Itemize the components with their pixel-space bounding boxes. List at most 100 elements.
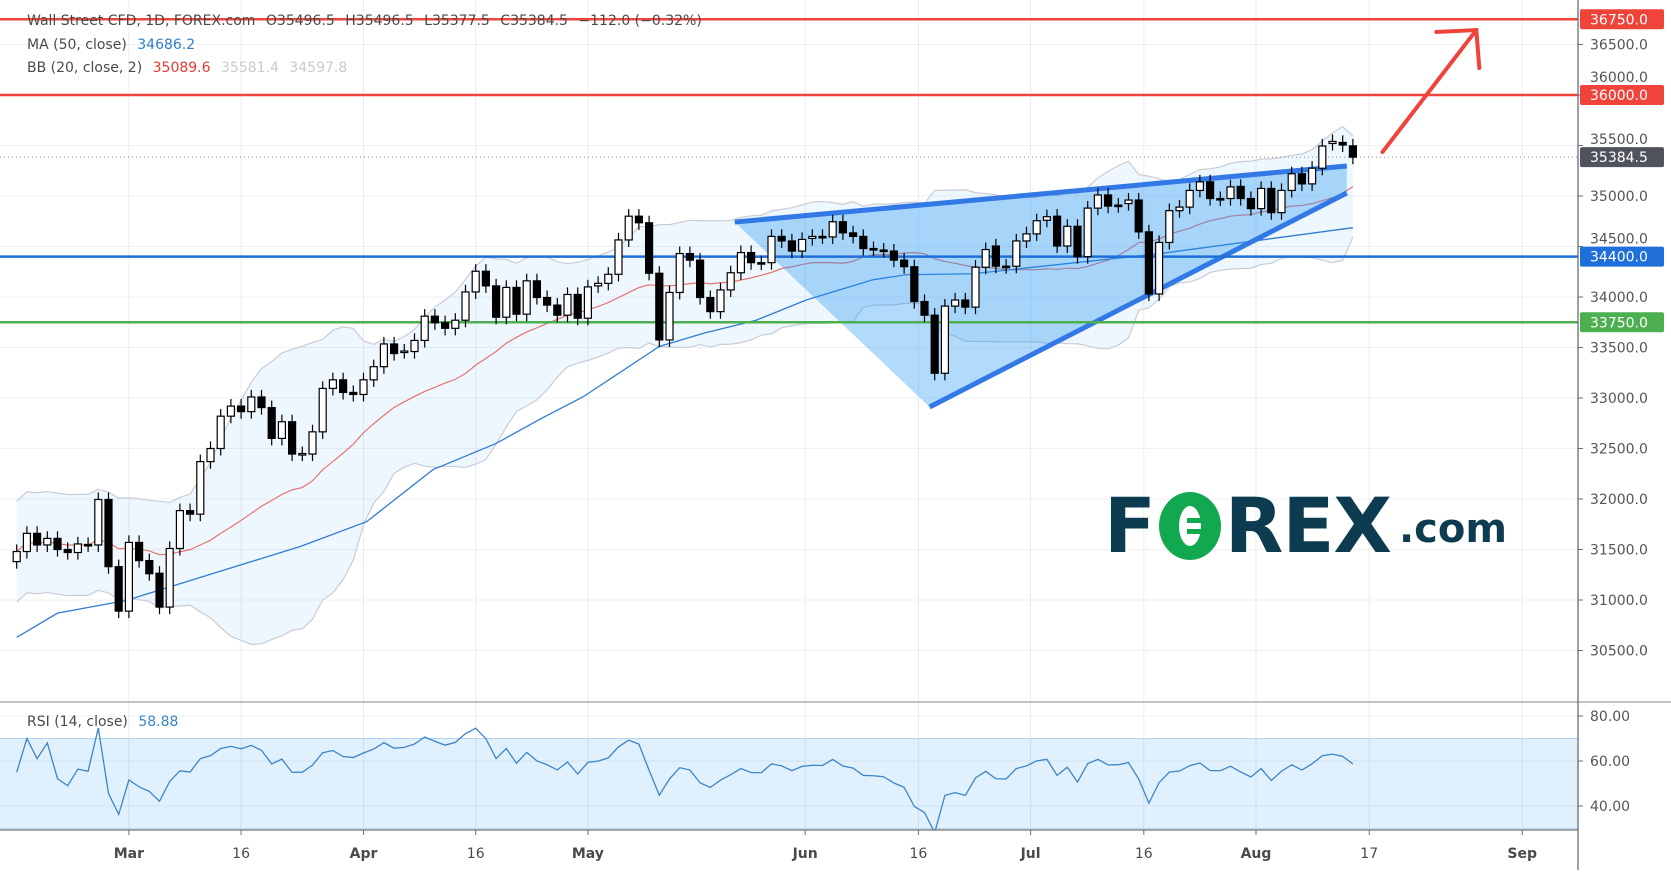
candle-body-down — [1297, 173, 1307, 185]
candle — [1246, 191, 1256, 216]
candle-body-down — [512, 286, 521, 315]
logo-letter-f: F — [1104, 481, 1156, 570]
candle-body-down — [492, 285, 501, 318]
candle-body-up — [420, 315, 429, 342]
candle — [349, 385, 358, 402]
candle — [339, 372, 348, 400]
candle — [1012, 233, 1021, 274]
candle — [298, 446, 307, 462]
candle — [1287, 166, 1296, 198]
candle-body-down — [339, 379, 348, 394]
candle — [859, 229, 868, 256]
candle — [553, 298, 562, 323]
candle-body-down — [899, 259, 909, 268]
candle — [930, 308, 939, 381]
candle — [12, 544, 21, 569]
candle-body-down — [573, 293, 582, 319]
candle-body-down — [961, 299, 970, 308]
candle — [1328, 134, 1337, 151]
candle-body-down — [114, 566, 123, 612]
last-price-tag-text: 35384.5 — [1590, 150, 1648, 166]
candle — [1236, 179, 1245, 206]
candle — [512, 280, 521, 322]
candle — [441, 315, 450, 336]
ma-value: 34686.2 — [137, 37, 196, 53]
time-tick-label: Sep — [1507, 846, 1537, 862]
candle — [461, 284, 470, 328]
candle-body-up — [73, 543, 83, 554]
candle — [991, 238, 1001, 274]
candle-body-up — [400, 350, 409, 354]
candle — [838, 214, 848, 240]
candle-body-up — [410, 339, 419, 353]
candle-body-up — [675, 252, 684, 294]
candle — [1216, 191, 1225, 207]
candle — [828, 214, 837, 244]
candle-body-down — [237, 405, 246, 413]
rsi-pane — [0, 727, 1578, 830]
candle — [288, 414, 297, 462]
candle — [1103, 187, 1113, 214]
candle — [1144, 224, 1154, 302]
time-tick-label: Aug — [1241, 846, 1272, 862]
candle — [1318, 138, 1327, 176]
candle — [583, 279, 593, 326]
candle-body-down — [390, 343, 399, 355]
candle-body-down — [532, 280, 542, 299]
candle-body-up — [1165, 210, 1174, 244]
candle-body-up — [1195, 181, 1205, 192]
candle — [430, 309, 439, 330]
candle-body-down — [848, 232, 858, 238]
candle-body-down — [257, 396, 266, 409]
candle — [808, 229, 817, 246]
candle-body-up — [1012, 240, 1021, 267]
candle — [706, 290, 715, 319]
candle-body-down — [145, 560, 154, 575]
candle — [53, 531, 62, 557]
candle-body-down — [655, 272, 664, 341]
price-tick-label: 33000.0 — [1590, 391, 1648, 407]
candle-body-up — [1318, 145, 1327, 169]
level-price-tag-bg — [1580, 246, 1664, 267]
price-tick-label: 34000.0 — [1590, 290, 1648, 306]
candle-body-up — [451, 319, 460, 329]
candle — [94, 492, 103, 553]
candle — [522, 273, 531, 322]
symbol-name: Wall Street CFD, 1D, FOREX.com — [27, 13, 256, 29]
candle — [267, 400, 276, 446]
ohlc-high: H35496.5 — [345, 13, 414, 29]
candle-body-up — [1124, 199, 1133, 205]
candle-body-down — [634, 215, 644, 224]
candle-body-down — [818, 235, 827, 239]
candle-body-up — [1226, 186, 1235, 200]
last-price-tag: 35384.5 — [1580, 147, 1664, 168]
candle-body-down — [838, 221, 848, 234]
candle — [1124, 192, 1133, 211]
candle-body-down — [1267, 187, 1276, 214]
ohlc-open: O35496.5 — [265, 13, 335, 29]
candle — [104, 492, 113, 574]
candle — [155, 566, 164, 615]
candle-body-down — [695, 259, 705, 299]
last-price-tag-bg — [1580, 147, 1664, 168]
candle-body-down — [706, 296, 715, 313]
candle-body-up — [604, 273, 613, 284]
price-tick-label: 30500.0 — [1590, 644, 1648, 660]
candle-body-down — [746, 251, 756, 264]
candle — [451, 313, 460, 336]
bb-label: BB (20, close, 2) — [27, 60, 143, 76]
candle-body-up — [1307, 167, 1317, 185]
level-price-tag-text: 36000.0 — [1590, 88, 1648, 104]
time-tick-label: 17 — [1360, 846, 1378, 862]
candle-body-down — [930, 314, 939, 374]
bollinger-lower-line — [16, 236, 1354, 645]
candle — [206, 441, 215, 469]
candle — [114, 559, 123, 619]
candle-body-down — [542, 296, 552, 306]
candle-body-down — [879, 249, 888, 253]
ma-label: MA (50, close) — [27, 37, 127, 53]
candle-body-down — [32, 532, 42, 546]
candle-body-up — [736, 251, 746, 274]
price-tick-label: 32500.0 — [1590, 442, 1648, 458]
